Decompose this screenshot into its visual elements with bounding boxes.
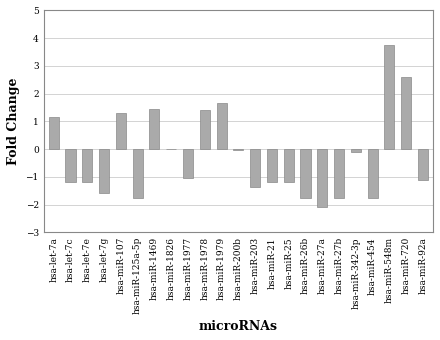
Y-axis label: Fold Change: Fold Change bbox=[7, 78, 20, 165]
Bar bbox=[149, 109, 159, 149]
Bar bbox=[385, 45, 394, 149]
Bar bbox=[250, 149, 260, 187]
Bar bbox=[116, 113, 126, 149]
Bar bbox=[401, 77, 411, 149]
Bar bbox=[200, 110, 210, 149]
Bar bbox=[49, 117, 59, 149]
Bar bbox=[66, 149, 76, 182]
Bar bbox=[284, 149, 294, 182]
Bar bbox=[301, 149, 311, 198]
Bar bbox=[267, 149, 277, 182]
Bar bbox=[351, 149, 361, 152]
Bar bbox=[317, 149, 327, 207]
Bar bbox=[82, 149, 92, 182]
Bar bbox=[132, 149, 143, 198]
Bar bbox=[334, 149, 344, 198]
Bar bbox=[367, 149, 378, 198]
Bar bbox=[216, 103, 227, 149]
X-axis label: microRNAs: microRNAs bbox=[199, 320, 278, 333]
Bar bbox=[418, 149, 428, 180]
Bar bbox=[99, 149, 109, 193]
Bar bbox=[183, 149, 193, 178]
Bar bbox=[233, 149, 243, 151]
